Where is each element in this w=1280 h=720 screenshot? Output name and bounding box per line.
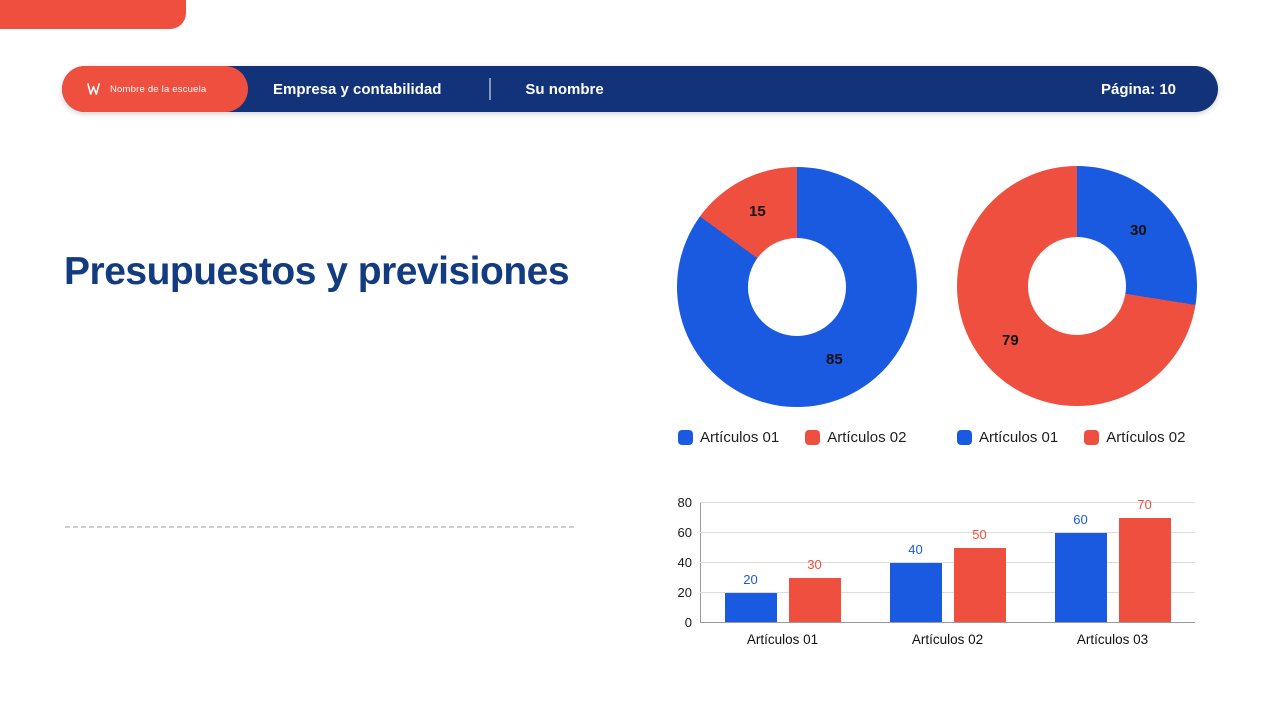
header-author-label: Su nombre [525, 80, 604, 98]
x-category-label: Artículos 01 [746, 632, 819, 647]
legend-label: Artículos 01 [700, 429, 780, 446]
donut-chart-2: 30 79 [957, 166, 1197, 406]
pie-value-label: 85 [826, 351, 843, 368]
bar-value-label: 60 [1073, 512, 1088, 527]
school-name-label: Nombre de la escuela [110, 83, 207, 95]
page-title: Presupuestos y previsiones [64, 250, 570, 294]
header-subject-label: Empresa y contabilidad [273, 80, 442, 98]
y-tick-label: 60 [677, 525, 692, 540]
bar: 70 [1118, 497, 1171, 623]
bar-group: 40 50 [889, 503, 1006, 623]
bar-value-label: 70 [1137, 497, 1152, 512]
x-axis-line [700, 622, 1195, 623]
bar: 50 [953, 527, 1006, 623]
donut1-legend: Artículos 01 Artículos 02 [678, 429, 906, 446]
school-badge: Nombre de la escuela [62, 66, 248, 112]
y-axis-line [700, 503, 701, 623]
legend-item: Artículos 01 [678, 429, 779, 446]
legend-swatch-red [1084, 430, 1100, 445]
legend-item: Artículos 01 [957, 429, 1058, 446]
bar-value-label: 40 [908, 542, 923, 557]
legend-swatch-blue [678, 430, 693, 445]
bar-groups: 20 30 40 50 60 70 [700, 497, 1195, 623]
bar: 20 [724, 572, 777, 623]
bar-value-label: 30 [807, 557, 822, 572]
y-tick-label: 20 [677, 585, 692, 600]
legend-label: Artículos 02 [827, 429, 907, 446]
legend-label: Artículos 02 [1106, 429, 1186, 446]
placeholder-text-line [65, 526, 575, 528]
gridline [700, 562, 1195, 563]
gridline [700, 532, 1195, 533]
bar: 40 [889, 542, 942, 623]
bar-group: 20 30 [724, 503, 841, 623]
legend-item: Artículos 02 [1084, 429, 1185, 446]
bar-value-label: 20 [743, 572, 758, 587]
legend-label: Artículos 01 [979, 429, 1059, 446]
legend-swatch-red [805, 430, 821, 445]
legend-item: Artículos 02 [805, 429, 906, 446]
bar: 60 [1054, 512, 1107, 623]
pie-value-label: 30 [1130, 222, 1147, 239]
corner-accent-tab [0, 0, 186, 29]
bar-chart: 0 20 40 60 80 20 30 40 50 60 70 Artículos 01 Artícu… [678, 496, 1195, 647]
x-category-label: Artículos 02 [911, 632, 984, 647]
y-tick-label: 0 [684, 615, 692, 630]
gridline [700, 502, 1195, 503]
gridline [700, 592, 1195, 593]
bar-value-label: 50 [972, 527, 987, 542]
y-tick-label: 80 [677, 495, 692, 510]
donut2-legend: Artículos 01 Artículos 02 [957, 429, 1185, 446]
pie-value-label: 79 [1002, 332, 1019, 349]
bar-chart-plot-area: 0 20 40 60 80 20 30 40 50 60 70 [678, 496, 1195, 630]
bar-chart-x-labels: Artículos 01 Artículos 02 Artículos 03 [700, 632, 1195, 647]
bar: 30 [788, 557, 841, 623]
y-tick-label: 40 [677, 555, 692, 570]
pie-value-label: 15 [749, 203, 766, 220]
page-number-label: Página: 10 [1100, 80, 1176, 98]
bar-group: 60 70 [1054, 497, 1171, 623]
legend-swatch-blue [957, 430, 972, 445]
school-logo-icon [86, 82, 101, 97]
donut-chart-1: 15 85 [677, 167, 917, 407]
header-bar: Nombre de la escuela Empresa y contabili… [62, 66, 1218, 112]
x-category-label: Artículos 03 [1076, 632, 1149, 647]
header-divider [489, 78, 492, 100]
